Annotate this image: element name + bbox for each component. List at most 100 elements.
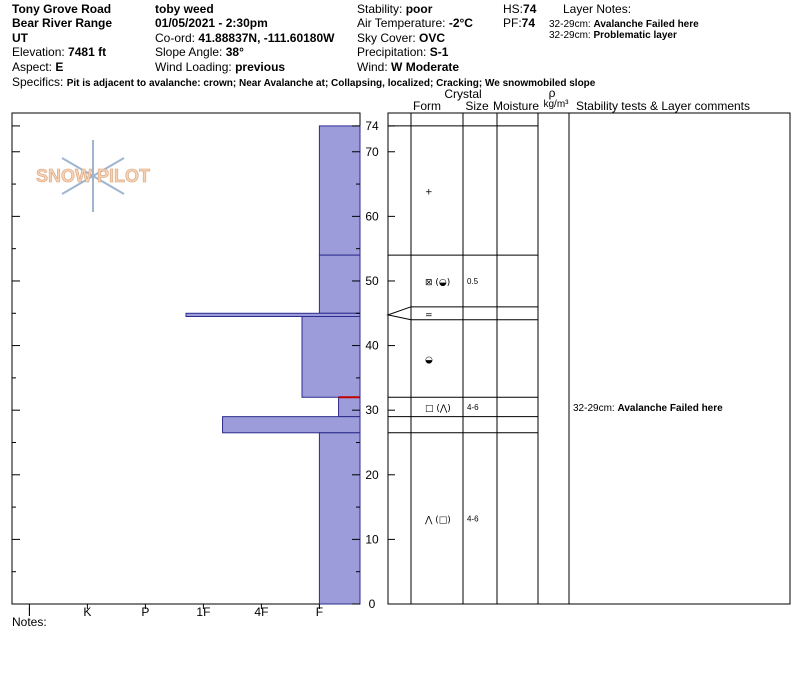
- header-density: kg/m³: [544, 99, 570, 110]
- slope: Slope Angle: 38°: [155, 45, 244, 59]
- air-temp: Air Temperature: -2°C: [357, 16, 473, 30]
- header-crystal: Crystal: [444, 87, 481, 101]
- header: Tony Grove Road Bear River Range UT Elev…: [12, 2, 699, 629]
- layer-connector: [386, 306, 412, 321]
- layer-note: 32-29cm: Avalanche Failed here: [549, 19, 699, 30]
- value: E: [55, 60, 63, 74]
- label: Wind Loading:: [155, 60, 232, 74]
- observer: toby weed: [155, 2, 214, 16]
- header-size: Size: [465, 99, 489, 113]
- crystal-size: 4-6: [467, 514, 479, 523]
- crystal-size: 4-6: [467, 403, 479, 412]
- table-columns: [410, 113, 570, 604]
- location: Tony Grove Road: [12, 2, 111, 16]
- label: Elevation:: [12, 45, 65, 59]
- specifics: Specifics: Pit is adjacent to avalanche:…: [12, 75, 596, 89]
- hardness-bar: [318, 125, 361, 256]
- text: Problematic layer: [593, 30, 676, 41]
- hardness-bar: [338, 396, 361, 418]
- table-headers: Crystal Form Size Moisture ρ kg/m³ Stabi…: [413, 86, 750, 113]
- y-tick-label: 60: [365, 209, 379, 223]
- notes-label: Notes:: [12, 615, 47, 629]
- y-tick-label: 30: [365, 403, 379, 417]
- value: S-1: [430, 45, 449, 59]
- value: previous: [235, 60, 285, 74]
- text: Avalanche Failed here: [593, 19, 699, 30]
- datetime: 01/05/2021 - 2:30pm: [155, 16, 268, 30]
- label: Wind:: [357, 60, 388, 74]
- text: Avalanche Failed here: [617, 403, 723, 414]
- crystal-form: +: [425, 188, 433, 198]
- value: 74: [522, 16, 536, 30]
- label: Precipitation:: [357, 45, 426, 59]
- y-tick-label: 10: [365, 532, 379, 546]
- label: Co-ord:: [155, 31, 195, 45]
- crystal-form: □ (⋀): [425, 404, 451, 414]
- hardness-bar: [222, 416, 361, 434]
- pf: PF:74: [503, 16, 535, 30]
- value: Pit is adjacent to avalanche: crown; Nea…: [67, 78, 596, 89]
- crystal-form: =: [425, 310, 433, 320]
- y-tick-label: 74: [365, 119, 379, 133]
- hardness-bar: [318, 254, 361, 314]
- x-tick-label: 1F: [196, 605, 210, 619]
- watermark-text: SNOW PILOT: [36, 166, 150, 186]
- label: Specifics:: [12, 75, 63, 89]
- y-tick-label: 70: [365, 145, 379, 159]
- value: -2°C: [449, 16, 473, 30]
- label: Stability:: [357, 2, 402, 16]
- aspect: Aspect: E: [12, 60, 63, 74]
- layer-notes-label: Layer Notes:: [563, 2, 631, 16]
- range: Bear River Range: [12, 16, 112, 30]
- crystal-form: ⋀ (□): [424, 515, 451, 525]
- value: poor: [406, 2, 433, 16]
- header-comments: Stability tests & Layer comments: [576, 99, 750, 113]
- crystal-size: 0.5: [467, 277, 479, 286]
- sky: Sky Cover: OVC: [357, 31, 445, 45]
- x-tick-label: I: [28, 605, 31, 619]
- header-form: Form: [413, 99, 441, 113]
- y-tick-label: 0: [369, 597, 376, 611]
- label: Slope Angle:: [155, 45, 222, 59]
- state: UT: [12, 31, 29, 45]
- x-tick-label: P: [141, 605, 149, 619]
- flake: [61, 157, 125, 195]
- label: Air Temperature:: [357, 16, 445, 30]
- label: Aspect:: [12, 60, 52, 74]
- value: 74: [523, 2, 537, 16]
- label: HS:: [503, 2, 523, 16]
- x-tick-label: K: [83, 605, 91, 619]
- x-tick-label: 4F: [254, 605, 268, 619]
- value: 7481 ft: [68, 45, 106, 59]
- wind-loading: Wind Loading: previous: [155, 60, 285, 74]
- table-frame: [387, 112, 791, 605]
- hs: HS:74: [503, 2, 537, 16]
- hardness-bar: [185, 312, 361, 318]
- crystal-form: ⊠ (◒): [425, 278, 450, 288]
- y-tick-label: 40: [365, 339, 379, 353]
- range: 32-29cm:: [549, 30, 591, 41]
- coord: Co-ord: 41.88837N, -111.60180W: [155, 31, 335, 45]
- label: PF:: [503, 16, 522, 30]
- layer-note: 32-29cm: Problematic layer: [549, 30, 677, 41]
- y-tick-label: 20: [365, 468, 379, 482]
- precip: Precipitation: S-1: [357, 45, 449, 59]
- value: W Moderate: [391, 60, 459, 74]
- elevation: Elevation: 7481 ft: [12, 45, 106, 59]
- crystal-form: ◒: [425, 356, 433, 366]
- label: Sky Cover:: [357, 31, 416, 45]
- watermark: [61, 140, 125, 212]
- header-moisture: Moisture: [493, 99, 539, 113]
- y-tick-label: 50: [365, 274, 379, 288]
- hardness-bar: [318, 432, 361, 605]
- value: 41.88837N, -111.60180W: [198, 31, 335, 45]
- header-rho: ρ: [549, 86, 556, 100]
- range: 32-29cm:: [549, 19, 591, 30]
- value: OVC: [419, 31, 445, 45]
- value: 38°: [226, 45, 244, 59]
- hardness-bar: [301, 316, 361, 398]
- range: 32-29cm:: [573, 403, 615, 414]
- stability: Stability: poor: [357, 2, 433, 16]
- wind: Wind: W Moderate: [357, 60, 459, 74]
